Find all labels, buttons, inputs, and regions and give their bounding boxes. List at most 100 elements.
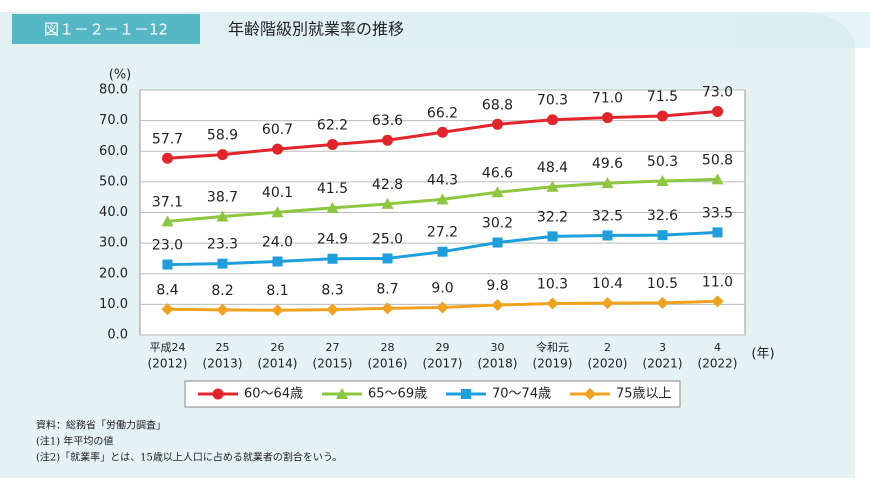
data-label: 50.8 — [702, 152, 733, 168]
point — [657, 110, 668, 122]
point — [711, 173, 724, 185]
x-tick-label: 26 — [271, 341, 285, 354]
point — [272, 143, 283, 155]
data-label: 24.9 — [317, 232, 348, 248]
point — [437, 126, 448, 138]
data-label: 8.7 — [376, 281, 398, 297]
x-tick-label: (2014) — [258, 357, 298, 371]
data-label: 10.5 — [647, 276, 678, 292]
point — [656, 174, 669, 186]
data-label: 10.4 — [592, 276, 623, 292]
x-tick-label: 30 — [491, 341, 505, 354]
y-tick-label: 30.0 — [99, 236, 128, 251]
x-tick-label: 29 — [436, 341, 450, 354]
point — [491, 186, 504, 198]
point — [492, 118, 503, 130]
x-tick-label: (2013) — [203, 357, 243, 371]
data-label: 32.6 — [647, 208, 678, 224]
point — [381, 302, 394, 315]
data-label: 46.6 — [482, 165, 513, 181]
point — [547, 114, 558, 126]
point — [492, 237, 503, 248]
point — [601, 177, 614, 189]
legend-label: 75歳以上 — [616, 387, 672, 402]
data-label: 48.4 — [537, 160, 568, 176]
point — [437, 246, 448, 257]
data-label: 57.7 — [152, 131, 183, 147]
chart-title: 年齢階級別就業率の推移 — [228, 20, 404, 39]
data-label: 9.0 — [431, 280, 453, 296]
point — [382, 134, 393, 146]
data-label: 8.3 — [321, 283, 343, 299]
point — [161, 303, 174, 316]
x-tick-label: (2021) — [643, 357, 683, 371]
data-label: 11.0 — [702, 274, 733, 290]
figure-label: 図１－２－１－12 — [44, 21, 168, 39]
point — [381, 197, 394, 209]
data-label: 62.2 — [317, 118, 348, 134]
x-tick-label: 3 — [659, 341, 666, 354]
data-label: 44.3 — [427, 172, 458, 188]
point — [217, 258, 228, 269]
x-tick-label: (2015) — [313, 357, 353, 371]
point — [546, 297, 559, 310]
y-tick-label: 0.0 — [107, 328, 128, 343]
data-label: 10.3 — [537, 276, 568, 292]
x-tick-label: 25 — [216, 341, 230, 354]
y-tick-label: 10.0 — [99, 297, 128, 312]
data-label: 71.5 — [647, 89, 678, 105]
x-tick-label: (2017) — [423, 357, 463, 371]
data-label: 9.8 — [486, 278, 508, 294]
point — [712, 105, 723, 117]
data-label: 23.3 — [207, 237, 238, 253]
data-label: 32.5 — [592, 208, 623, 224]
y-tick-label: 80.0 — [99, 83, 128, 98]
figure-label-box — [12, 14, 200, 44]
y-tick-label: 40.0 — [99, 205, 128, 220]
legend-label: 65～69歳 — [368, 387, 427, 402]
note: 資料：総務省「労働力調査」 — [36, 419, 166, 432]
x-tick-label: (2022) — [698, 357, 738, 371]
data-label: 38.7 — [207, 189, 238, 205]
data-label: 41.5 — [317, 181, 348, 197]
data-label: 23.0 — [152, 238, 183, 254]
point — [711, 295, 724, 308]
data-label: 63.6 — [372, 113, 403, 129]
data-label: 71.0 — [592, 91, 623, 107]
point — [602, 112, 613, 124]
legend-marker — [212, 388, 224, 400]
point — [162, 259, 173, 270]
x-tick-label: (2012) — [148, 357, 188, 371]
point — [327, 139, 338, 151]
x-tick-label: 27 — [326, 341, 340, 354]
x-tick-label: 4 — [714, 341, 721, 354]
point — [271, 304, 284, 317]
point — [657, 230, 668, 241]
x-tick-label: 2 — [604, 341, 611, 354]
point — [326, 303, 339, 316]
point — [272, 256, 283, 267]
data-label: 8.1 — [266, 283, 288, 299]
legend-marker — [461, 389, 471, 399]
point — [491, 298, 504, 311]
point — [547, 231, 558, 242]
data-label: 73.0 — [702, 84, 733, 100]
note: (注1) 年平均の値 — [36, 435, 113, 448]
data-label: 50.3 — [647, 154, 678, 170]
note: (注2)「就業率」とは、15歳以上人口に占める就業者の割合をいう。 — [36, 451, 342, 464]
point — [546, 180, 559, 192]
data-label: 8.2 — [211, 283, 233, 299]
legend-label: 70～74歳 — [492, 387, 551, 402]
point — [162, 152, 173, 164]
data-label: 37.1 — [152, 194, 183, 210]
point — [327, 253, 338, 264]
legend-marker — [584, 388, 596, 400]
point — [161, 215, 174, 227]
point — [216, 210, 229, 222]
data-label: 25.0 — [372, 231, 403, 247]
x-tick-label: (2018) — [478, 357, 518, 371]
x-unit: (年) — [751, 347, 774, 362]
x-tick-label: 平成24 — [150, 341, 186, 354]
y-tick-label: 20.0 — [99, 266, 128, 281]
